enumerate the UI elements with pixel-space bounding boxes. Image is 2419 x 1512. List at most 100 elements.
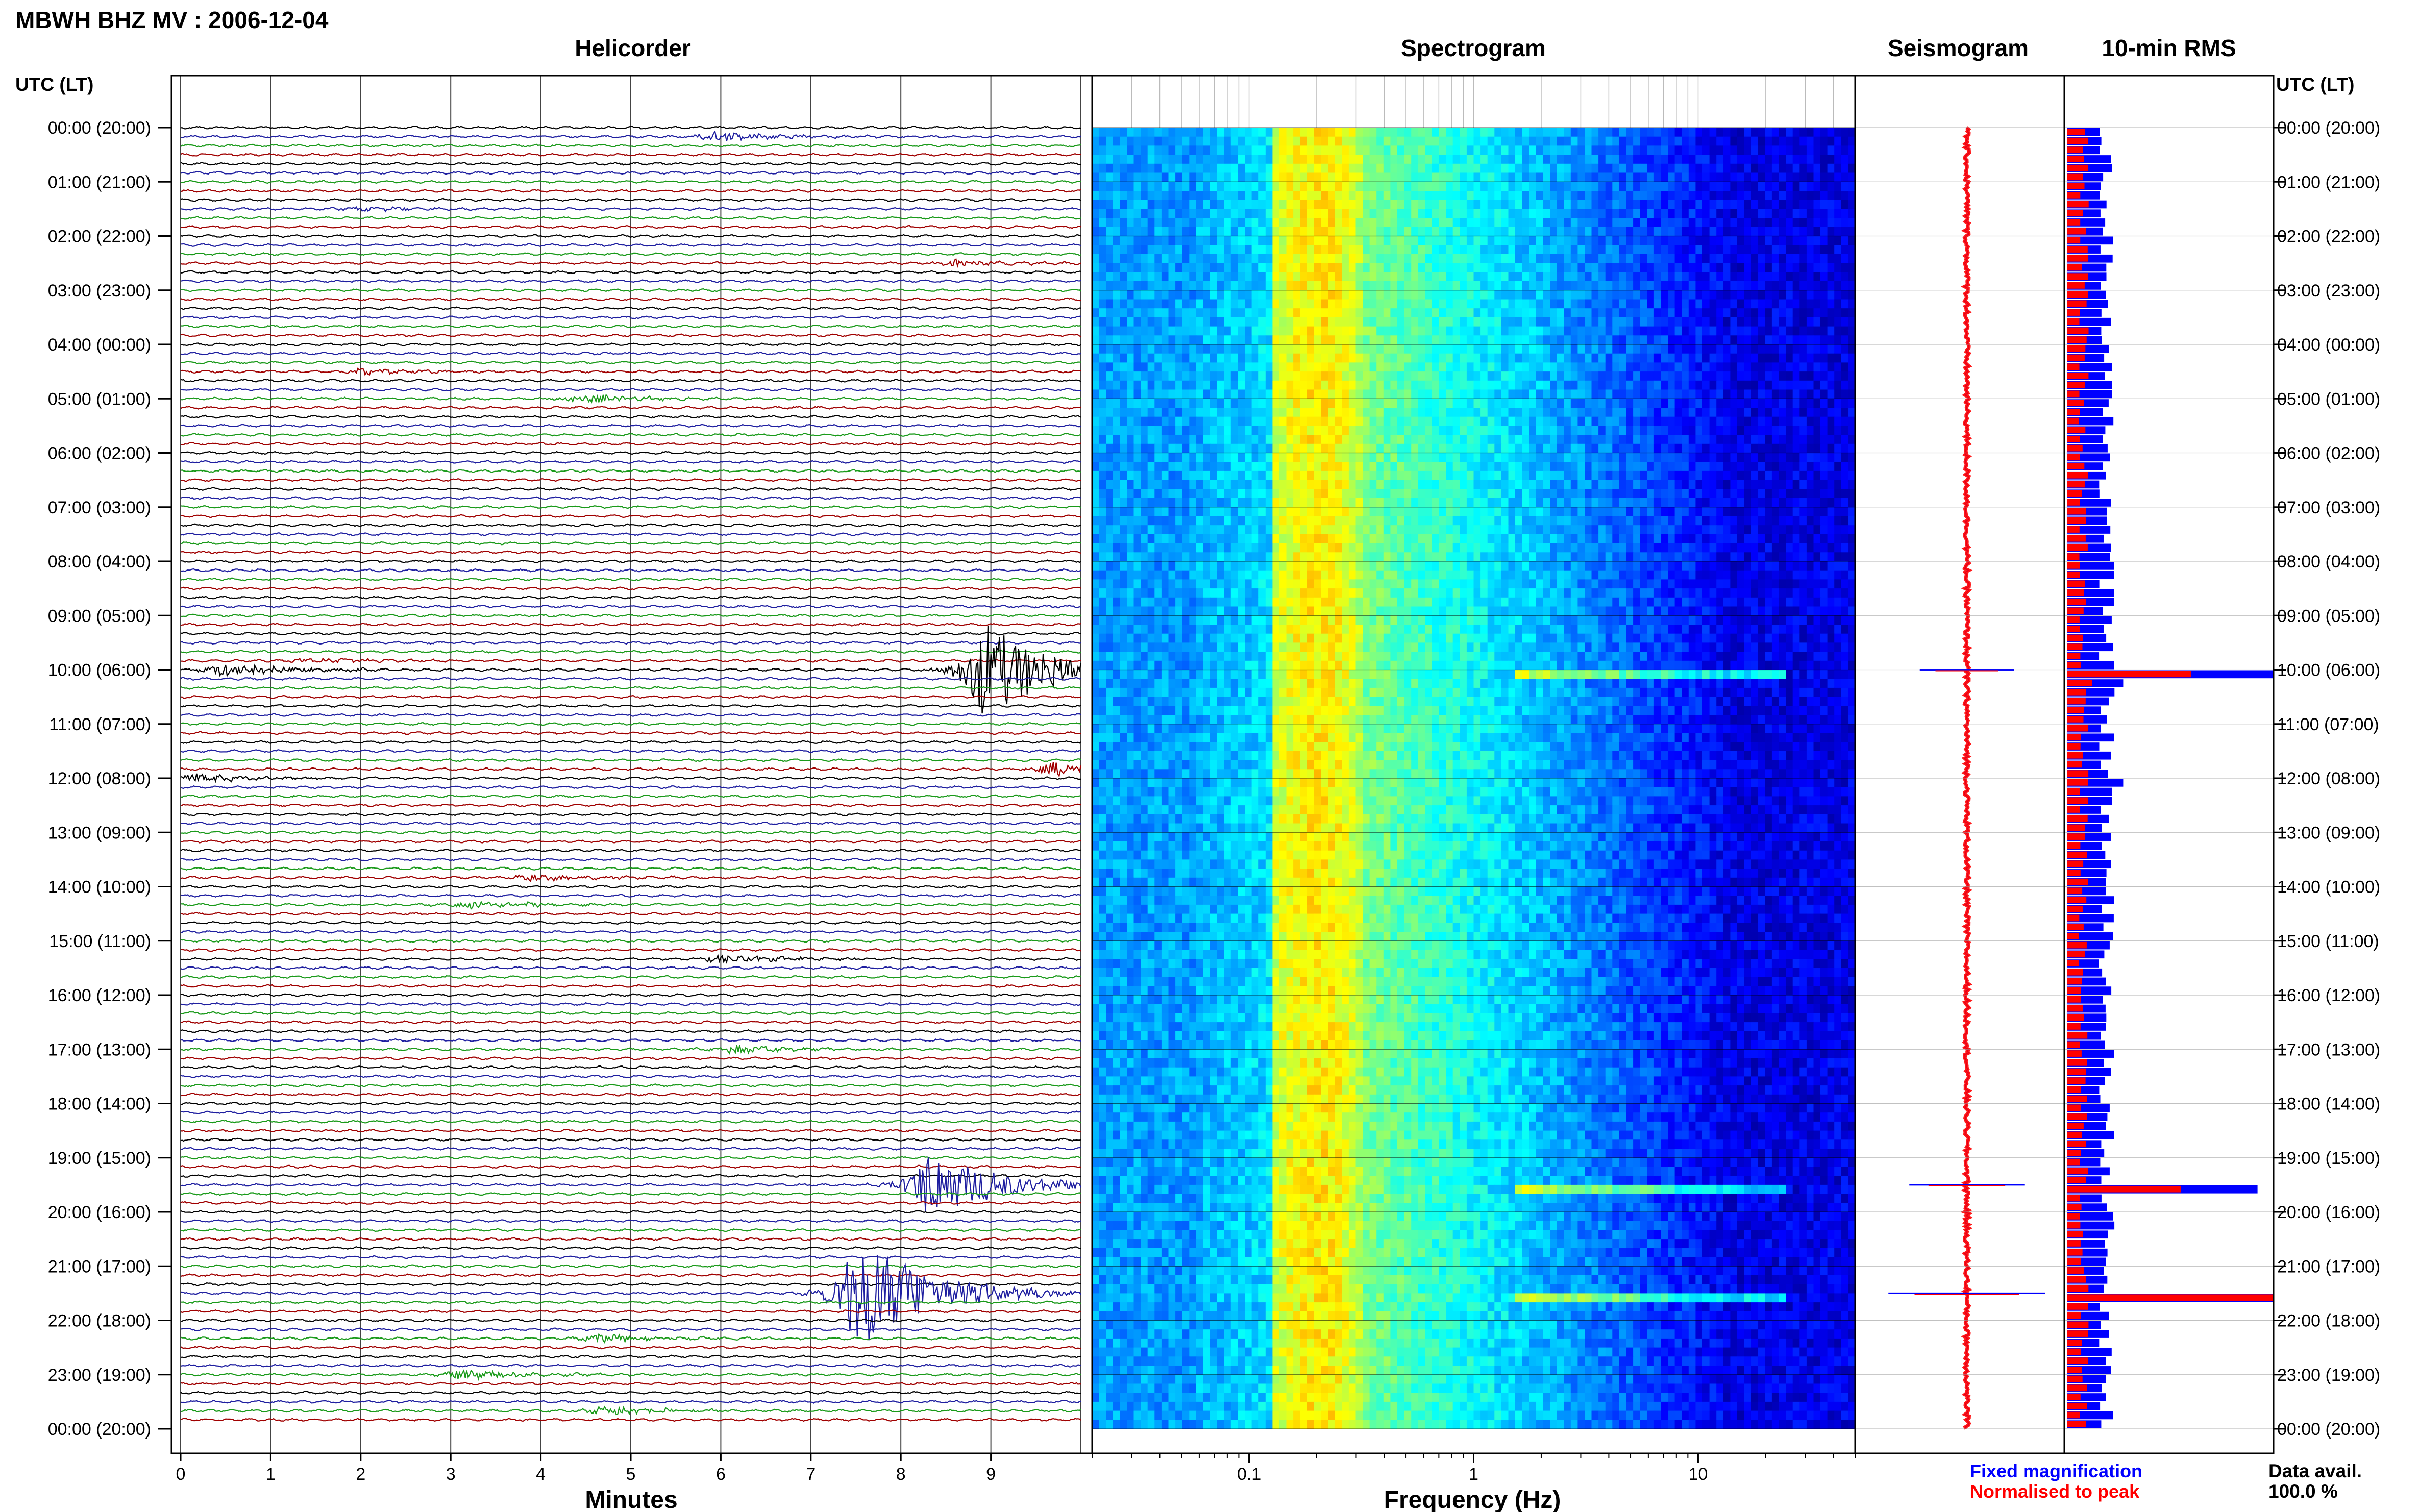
spectrogram-cell: [1515, 498, 1523, 508]
spectrogram-cell: [1841, 209, 1848, 218]
spectrogram-cell: [1619, 416, 1627, 426]
spectrogram-cell: [1799, 443, 1807, 454]
spectrogram-cell: [1820, 470, 1828, 481]
spectrogram-cell: [1591, 272, 1599, 282]
spectrogram-cell: [1751, 426, 1759, 435]
spectrogram-cell: [1682, 470, 1689, 481]
spectrogram-cell: [1626, 128, 1634, 137]
spectrogram-cell: [1141, 326, 1148, 336]
spectrogram-cell: [1827, 416, 1835, 426]
spectrogram-cell: [1570, 128, 1578, 137]
spectrogram-cell: [1342, 353, 1349, 363]
spectrogram-cell: [1404, 344, 1412, 354]
spectrogram-cell: [1348, 480, 1356, 489]
spectrogram-cell: [1543, 326, 1550, 336]
spectrogram-cell: [1487, 371, 1495, 381]
spectrogram-cell: [1494, 498, 1502, 508]
spectrogram-cell: [1376, 462, 1384, 472]
spectrogram-cell: [1383, 353, 1391, 363]
spectrogram-cell: [1605, 399, 1613, 408]
spectrogram-cell: [1355, 272, 1363, 282]
spectrogram-cell: [1820, 389, 1828, 399]
spectrogram-cell: [1141, 470, 1148, 481]
spectrogram-cell: [1633, 281, 1641, 291]
spectrogram-cell: [1147, 453, 1155, 462]
spectrogram-cell: [1335, 182, 1342, 191]
spectrogram-cell: [1695, 462, 1703, 472]
spectrogram-cell: [1363, 155, 1370, 164]
spectrogram-cell: [1272, 299, 1280, 309]
spectrogram-cell: [1203, 408, 1211, 417]
spectrogram-cell: [1425, 172, 1433, 182]
spectrogram-cell: [1591, 263, 1599, 272]
spectrogram-cell: [1494, 163, 1502, 173]
spectrogram-cell: [1799, 498, 1807, 508]
spectrogram-cell: [1737, 380, 1745, 390]
spectrogram-cell: [1161, 290, 1169, 300]
spectrogram-cell: [1799, 128, 1807, 137]
spectrogram-cell: [1203, 470, 1211, 481]
spectrogram-cell: [1182, 335, 1190, 345]
spectrogram-cell: [1196, 200, 1204, 209]
spectrogram-cell: [1452, 254, 1460, 264]
spectrogram-cell: [1355, 489, 1363, 499]
spectrogram-cell: [1224, 453, 1231, 462]
spectrogram-cell: [1612, 480, 1620, 489]
spectrogram-cell: [1543, 263, 1550, 272]
spectrogram-cell: [1605, 290, 1613, 300]
spectrogram-cell: [1342, 308, 1349, 318]
spectrogram-cell: [1771, 236, 1780, 245]
helicorder-trace: [180, 874, 1081, 882]
spectrogram-cell: [1834, 236, 1842, 245]
spectrogram-cell: [1133, 326, 1141, 336]
spectrogram-cell: [1799, 489, 1807, 499]
spectrogram-cell: [1224, 507, 1231, 517]
spectrogram-cell: [1487, 389, 1495, 399]
spectrogram-cell: [1619, 145, 1627, 155]
spectrogram-cell: [1522, 245, 1529, 255]
spectrogram-cell: [1286, 498, 1294, 508]
spectrogram-cell: [1570, 362, 1578, 372]
spectrogram-cell: [1363, 263, 1370, 272]
spectrogram-cell: [1363, 200, 1370, 209]
spectrogram-cell: [1605, 136, 1613, 146]
spectrogram-cell: [1279, 281, 1287, 291]
spectrogram-cell: [1217, 480, 1224, 489]
spectrogram-cell: [1092, 516, 1100, 526]
spectrogram-cell: [1557, 399, 1564, 408]
spectrogram-cell: [1806, 317, 1814, 327]
spectrogram-cell: [1716, 435, 1724, 444]
spectrogram-cell: [1848, 200, 1856, 209]
spectrogram-cell: [1390, 263, 1398, 272]
spectrogram-cell: [1127, 453, 1134, 462]
spectrogram-cell: [1612, 155, 1620, 164]
spectrogram-cell: [1272, 218, 1280, 228]
spectrogram-cell: [1106, 290, 1114, 300]
spectrogram-cell: [1751, 290, 1759, 300]
spectrogram-cell: [1369, 308, 1377, 318]
spectrogram-cell: [1286, 470, 1294, 481]
spectrogram-cell: [1786, 209, 1793, 218]
spectrogram-cell: [1550, 344, 1558, 354]
spectrogram-cell: [1786, 272, 1793, 282]
spectrogram-cell: [1779, 218, 1786, 228]
spectrogram-cell: [1758, 362, 1765, 372]
spectrogram-cell: [1307, 263, 1315, 272]
helicorder-trace: [180, 130, 1081, 141]
spectrogram-cell: [1536, 136, 1543, 146]
spectrogram-cell: [1092, 416, 1100, 426]
spectrogram-cell: [1466, 326, 1474, 336]
spectrogram-cell: [1737, 507, 1745, 517]
spectrogram-cell: [1848, 136, 1856, 146]
spectrogram-cell: [1092, 155, 1100, 164]
spectrogram-cell: [1452, 290, 1460, 300]
spectrogram-cell: [1806, 200, 1814, 209]
spectrogram-cell: [1390, 182, 1398, 191]
spectrogram-cell: [1210, 308, 1218, 318]
spectrogram-cell: [1348, 236, 1356, 245]
spectrogram-cell: [1335, 191, 1342, 201]
spectrogram-cell: [1376, 435, 1384, 444]
spectrogram-cell: [1314, 172, 1322, 182]
spectrogram-cell: [1848, 389, 1856, 399]
spectrogram-cell: [1848, 344, 1856, 354]
